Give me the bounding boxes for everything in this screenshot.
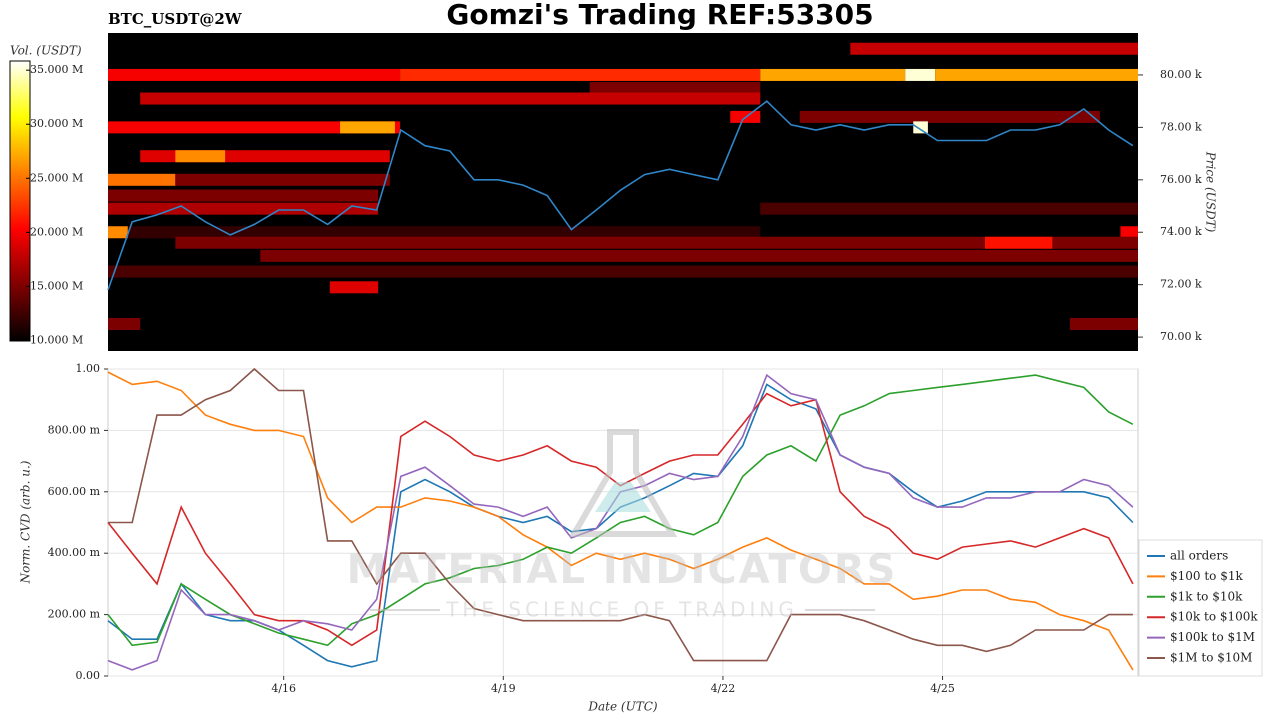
- heat-cell: [340, 121, 395, 134]
- legend-label: $10k to $100k: [1170, 610, 1258, 624]
- heat-cell: [175, 173, 390, 186]
- colorbar-tick-label: 30.000 M: [30, 117, 83, 130]
- watermark-icon: [595, 482, 651, 512]
- heat-cell: [108, 226, 761, 239]
- legend-label: $100 to $1k: [1170, 569, 1243, 583]
- subtitle: BTC_USDT@2W: [108, 10, 243, 28]
- heat-cell: [108, 121, 401, 134]
- colorbar-label: Vol. (USDT): [10, 44, 82, 58]
- colorbar-tick-label: 25.000 M: [30, 171, 83, 184]
- watermark-subtitle: THE SCIENCE OF TRADING: [445, 598, 798, 622]
- legend-label: $1M to $10M: [1170, 651, 1252, 665]
- heat-cell: [175, 150, 226, 163]
- heat-cell: [1120, 226, 1138, 239]
- y-tick-label: 0.00: [76, 669, 101, 682]
- title: Gomzi's Trading REF:53305: [446, 0, 873, 31]
- heat-cell: [905, 68, 936, 81]
- cvd-layer: 0.00 200.00 m 400.00 m 600.00 m 800.00 m 1.00…: [48, 362, 1138, 695]
- heat-cell: [760, 202, 1138, 215]
- cvd-line: [107, 371, 1134, 671]
- heat-cell: [913, 121, 928, 134]
- y-tick-label: 800.00 m: [48, 423, 101, 436]
- x-axis-label: Date (UTC): [587, 700, 657, 714]
- legend-label: all orders: [1170, 549, 1228, 563]
- y-tick-label: 74.00 k: [1160, 225, 1202, 238]
- y-axis-label: Price (USDT): [1204, 151, 1218, 233]
- heat-cell: [108, 317, 141, 330]
- watermark-title: MATERIAL INDICATORS: [347, 547, 898, 593]
- y-axis-label: Norm. CVD (arb. u.): [19, 460, 33, 584]
- heat-cell: [1069, 317, 1138, 330]
- legend-label: $100k to $1M: [1170, 630, 1255, 644]
- watermark: MATERIAL INDICATORS THE SCIENCE OF TRADI…: [347, 429, 898, 622]
- colorbar-tick-label: 20.000 M: [30, 225, 83, 238]
- heat-cell: [400, 68, 761, 81]
- heat-cell: [329, 281, 379, 294]
- y-tick-label: 600.00 m: [48, 485, 101, 498]
- heat-cell: [108, 68, 401, 81]
- heat-cell: [108, 202, 379, 215]
- heat-cell: [589, 82, 761, 95]
- y-tick-label: 70.00 k: [1160, 330, 1202, 343]
- x-tick-label: 4/19: [491, 682, 516, 695]
- x-tick-label: 4/22: [711, 682, 736, 695]
- colorbar-tick-label: 15.000 M: [30, 279, 83, 292]
- heat-cell: [850, 42, 1138, 55]
- heat-cell: [799, 110, 1100, 123]
- heat-cell: [760, 68, 906, 81]
- heat-cell: [108, 226, 128, 239]
- y-tick-label: 72.00 k: [1160, 278, 1202, 291]
- heat-cell: [108, 265, 1138, 278]
- colorbar-tick-label: 10.000 M: [30, 333, 83, 346]
- y-tick-label: 76.00 k: [1160, 173, 1202, 186]
- cvd-line: [108, 367, 1133, 662]
- colorbar: [9, 60, 31, 342]
- heat-cell: [108, 189, 379, 202]
- heat-cell: [175, 236, 1138, 249]
- x-tick-label: 4/25: [930, 682, 955, 695]
- watermark-icon: [568, 429, 678, 537]
- colorbar-tick-label: 35.000 M: [30, 63, 83, 76]
- y-tick-label: 80.00 k: [1160, 68, 1202, 81]
- cvd-line: [107, 374, 1134, 647]
- legend-label: $1k to $10k: [1170, 589, 1243, 603]
- x-tick-label: 4/16: [271, 682, 296, 695]
- heat-cell: [108, 173, 176, 186]
- price-line: [107, 100, 1134, 291]
- y-tick-label: 1.00: [76, 362, 101, 375]
- legend: [1138, 539, 1263, 677]
- heat-cell: [140, 92, 761, 105]
- y-tick-label: 200.00 m: [48, 608, 101, 621]
- y-tick-label: 78.00 k: [1160, 120, 1202, 133]
- heat-cell: [260, 249, 1139, 262]
- heat-cell: [985, 236, 1053, 249]
- heat-cell: [935, 68, 1138, 81]
- y-tick-label: 400.00 m: [48, 546, 101, 559]
